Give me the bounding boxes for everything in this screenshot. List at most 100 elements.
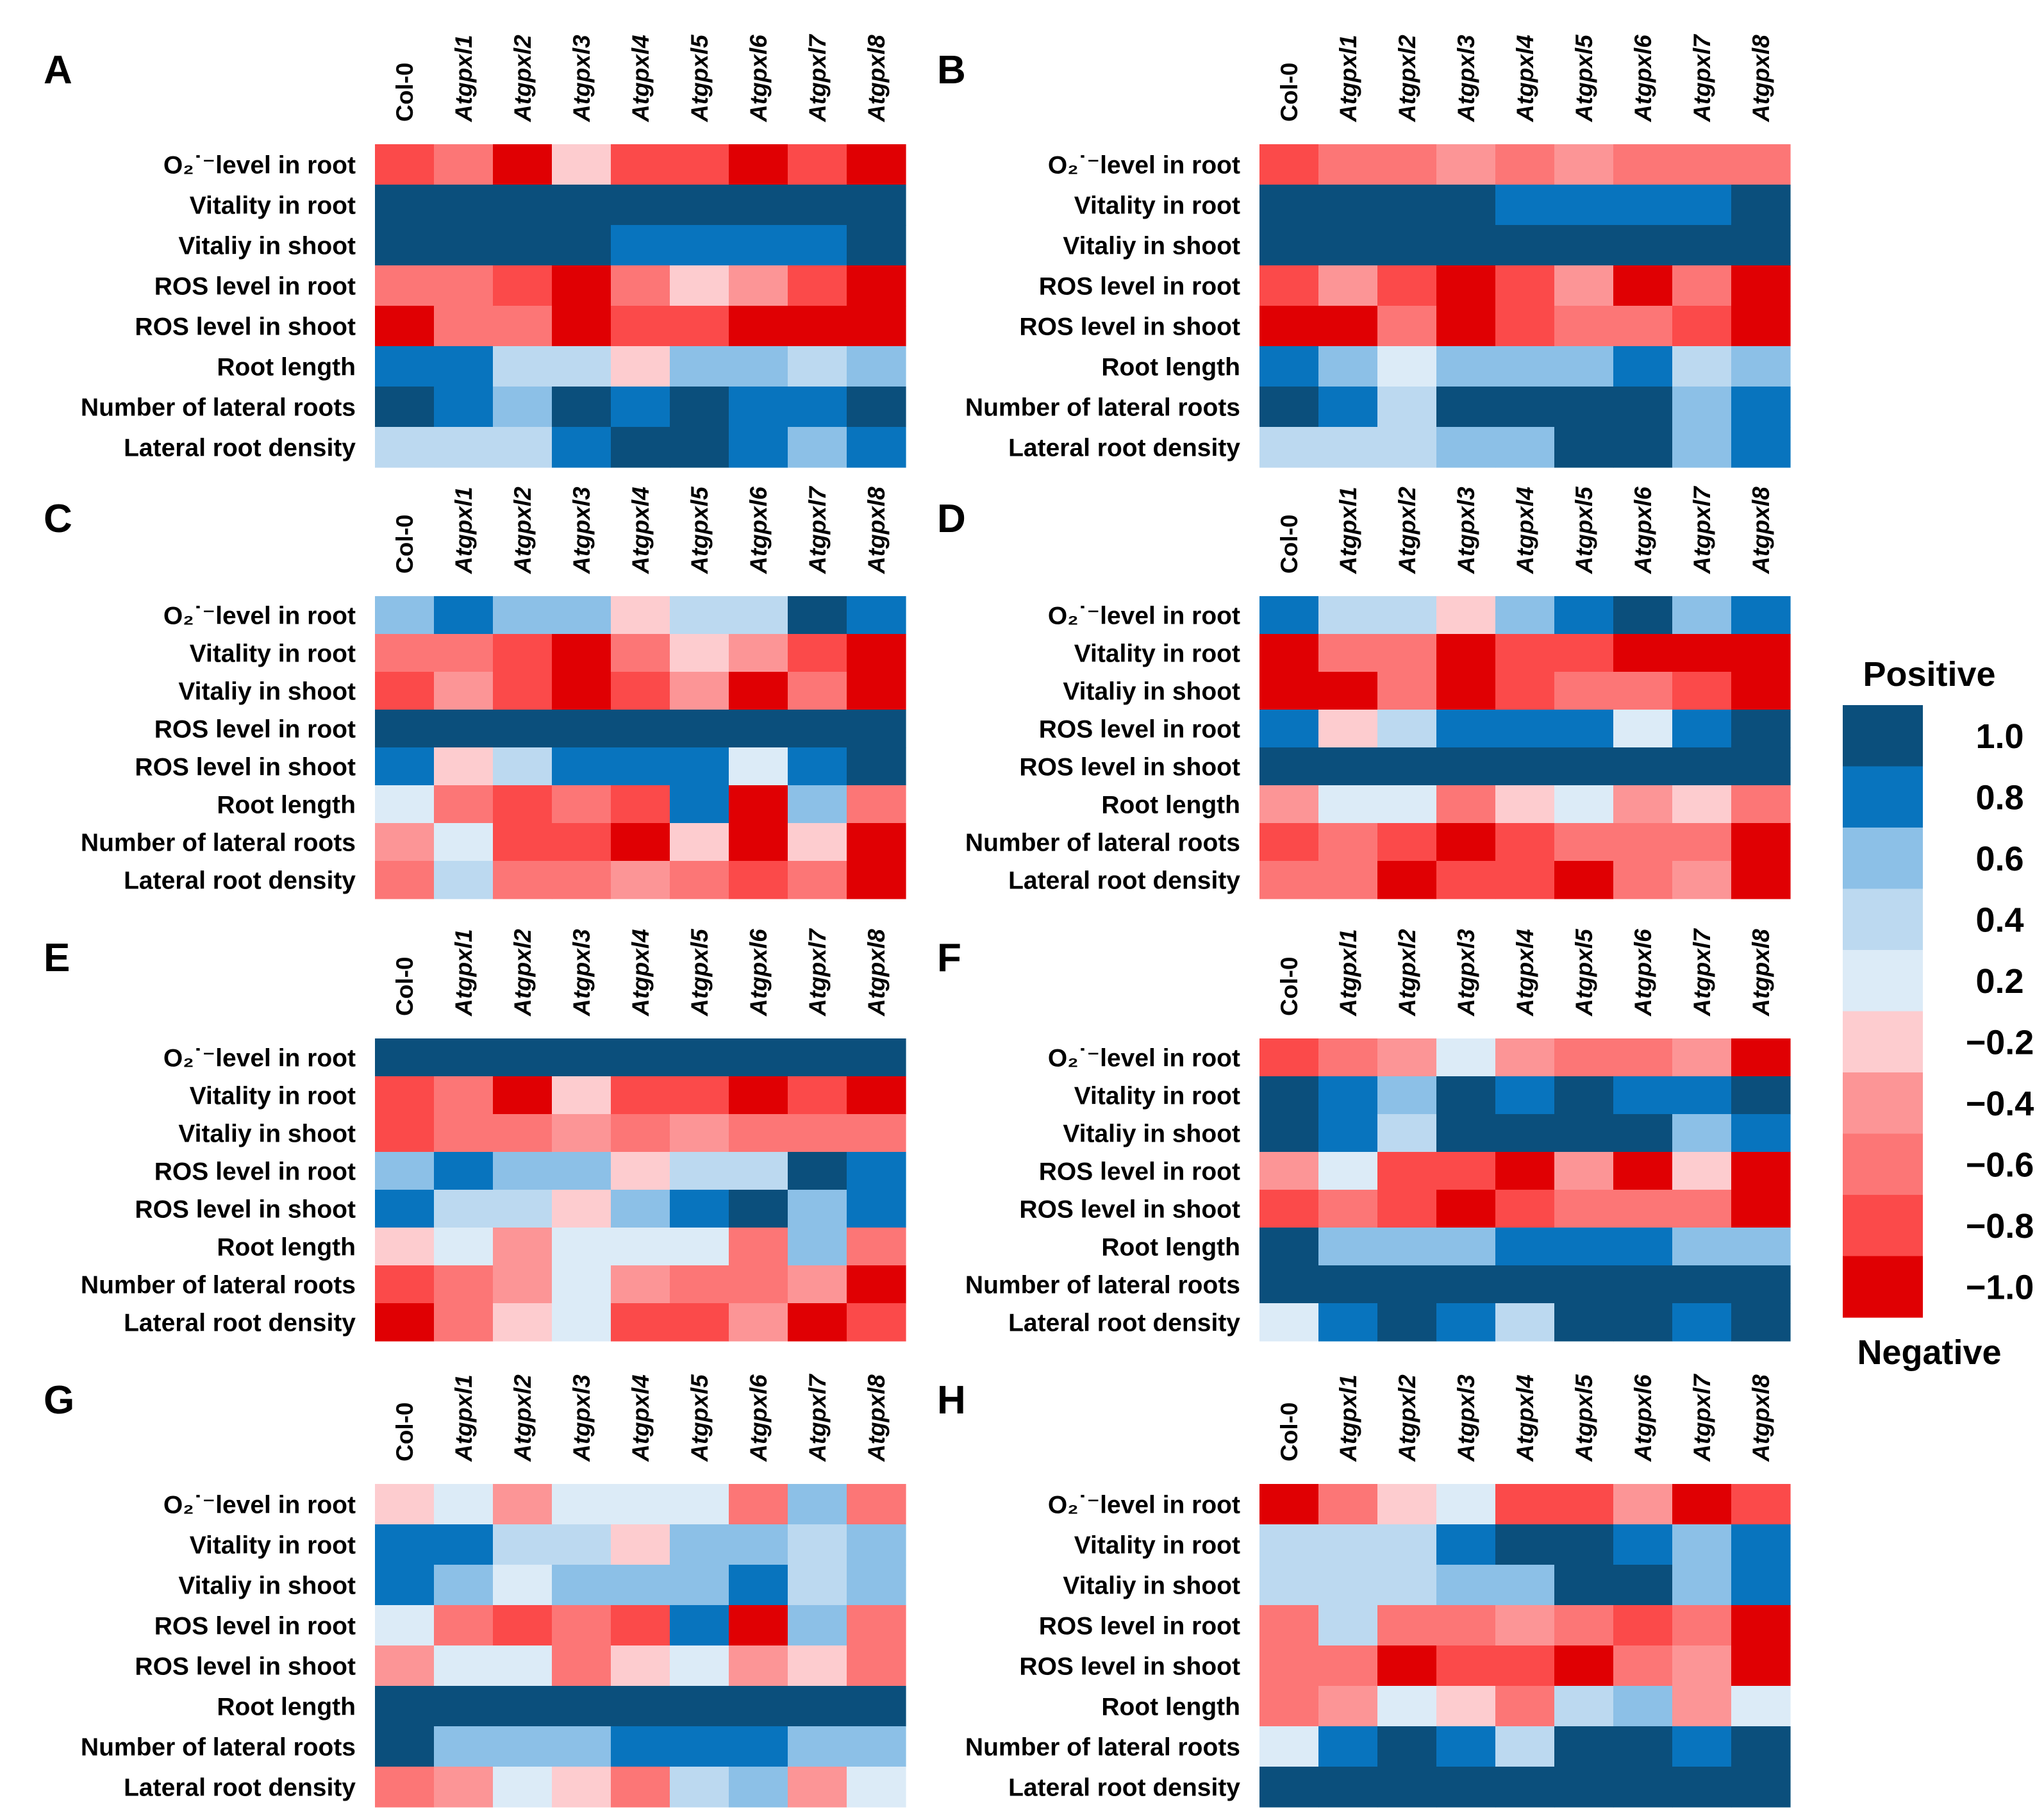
heatmap-cell: [1377, 1767, 1437, 1808]
heatmap-cell: [1377, 1114, 1437, 1153]
heatmap-cell: [375, 1605, 435, 1646]
heatmap-cell: [1495, 1524, 1555, 1565]
heatmap-cell: [552, 1076, 611, 1115]
panel-label: G: [44, 1378, 74, 1422]
heatmap-cell: [1554, 1228, 1614, 1266]
heatmap-cell: [1318, 1114, 1378, 1153]
heatmap-cell: [375, 1686, 435, 1727]
heatmap-cell: [1554, 225, 1614, 266]
heatmap-cell: [1731, 225, 1791, 266]
heatmap-cell: [1554, 306, 1614, 347]
heatmap-cell: [1613, 1152, 1673, 1190]
heatmap-cell: [670, 823, 729, 862]
heatmap-cell: [1495, 1686, 1555, 1727]
heatmap-cell: [1495, 1605, 1555, 1646]
heatmap-cell: [434, 185, 494, 226]
heatmap-cell: [434, 710, 494, 748]
heatmap-cell: [670, 1228, 729, 1266]
row-label: O₂˙⁻level in root: [163, 1492, 356, 1519]
row-label: Number of lateral roots: [81, 829, 356, 857]
legend-swatch: [1843, 828, 1923, 890]
heatmap-cell: [552, 306, 611, 347]
heatmap-cell: [1731, 144, 1791, 185]
heatmap-cell: [611, 185, 670, 226]
heatmap-panel-D: D O₂˙⁻level in root Vitality in root Vitali…: [937, 485, 1791, 899]
heatmap-cell: [375, 225, 435, 266]
heatmap-cell: [375, 1114, 435, 1153]
heatmap-cell: [1554, 185, 1614, 226]
column-label: Atgpxl5: [686, 34, 713, 122]
row-label: Vitality in root: [190, 1083, 356, 1110]
heatmap-cell: [729, 672, 788, 710]
heatmap-cell: [1495, 144, 1555, 185]
heatmap-cell: [788, 1484, 847, 1525]
heatmap-cell: [1613, 346, 1673, 387]
legend-swatch: [1843, 705, 1923, 767]
heatmap-cell: [788, 427, 847, 468]
heatmap-cell: [1436, 387, 1496, 428]
heatmap-cell: [493, 1524, 553, 1565]
heatmap-cell: [1436, 1484, 1496, 1525]
heatmap-cell: [788, 1645, 847, 1687]
heatmap-cell: [1672, 747, 1732, 786]
heatmap-cell: [1672, 265, 1732, 306]
heatmap-cell: [788, 1605, 847, 1646]
heatmap-cell: [1613, 1265, 1673, 1304]
column-label: Atgpxl6: [1630, 1374, 1656, 1462]
heatmap-cell: [375, 861, 435, 899]
heatmap-cell: [1554, 1726, 1614, 1767]
heatmap-cell: [1436, 1605, 1496, 1646]
heatmap-cell: [434, 346, 494, 387]
heatmap-cell: [847, 747, 906, 786]
heatmap-cell: [1554, 634, 1614, 672]
heatmap-cell: [1318, 1484, 1378, 1525]
column-label: Atgpxl1: [1335, 35, 1361, 122]
heatmap-cell: [847, 144, 906, 185]
heatmap-cell: [670, 1645, 729, 1687]
legend-tick-label: 0.6: [1975, 840, 2023, 878]
column-label: Atgpxl2: [1394, 929, 1420, 1017]
legend-tick-label: 0.8: [1975, 778, 2023, 817]
legend-swatch: [1843, 950, 1923, 1012]
column-label: Atgpxl2: [510, 35, 536, 122]
row-label: Number of lateral roots: [965, 829, 1240, 857]
panel-label: F: [937, 936, 961, 980]
heatmap-cell: [493, 1645, 553, 1687]
heatmap-cell: [670, 1565, 729, 1606]
heatmap-cell: [1377, 144, 1437, 185]
row-label: Root length: [217, 792, 356, 819]
heatmap-cell: [1436, 747, 1496, 786]
heatmap-cell: [1318, 672, 1378, 710]
row-label: Vitaliy in shoot: [178, 1572, 356, 1600]
heatmap-cell: [1318, 1605, 1378, 1646]
heatmap-cell: [1495, 1767, 1555, 1808]
heatmap-cell: [1318, 634, 1378, 672]
row-label: Vitaliy in shoot: [178, 1120, 356, 1148]
heatmap-cell: [434, 1265, 494, 1304]
heatmap-cell: [1495, 861, 1555, 899]
panel-label: H: [937, 1378, 966, 1422]
heatmap-cell: [434, 1076, 494, 1115]
heatmap-cell: [611, 861, 670, 899]
row-label: Root length: [217, 1694, 356, 1721]
heatmap-cell: [1554, 1524, 1614, 1565]
heatmap-cell: [375, 1726, 435, 1767]
row-label: ROS level in shoot: [135, 1196, 356, 1224]
heatmap-cell: [729, 1076, 788, 1115]
heatmap-cell: [1436, 225, 1496, 266]
heatmap-cell: [1259, 1645, 1319, 1687]
heatmap-cell: [1259, 1038, 1319, 1077]
heatmap-cell: [434, 1190, 494, 1228]
heatmap-cell: [1259, 1265, 1319, 1304]
heatmap-cell: [1259, 1114, 1319, 1153]
heatmap-cell: [1613, 427, 1673, 468]
heatmap-cell: [847, 710, 906, 748]
heatmap-cell: [1436, 1190, 1496, 1228]
heatmap-cell: [1672, 710, 1732, 748]
heatmap-cell: [670, 387, 729, 428]
column-label: Atgpxl1: [1335, 929, 1361, 1017]
heatmap-cell: [1495, 634, 1555, 672]
heatmap-cell: [1436, 1565, 1496, 1606]
heatmap-cell: [493, 710, 553, 748]
